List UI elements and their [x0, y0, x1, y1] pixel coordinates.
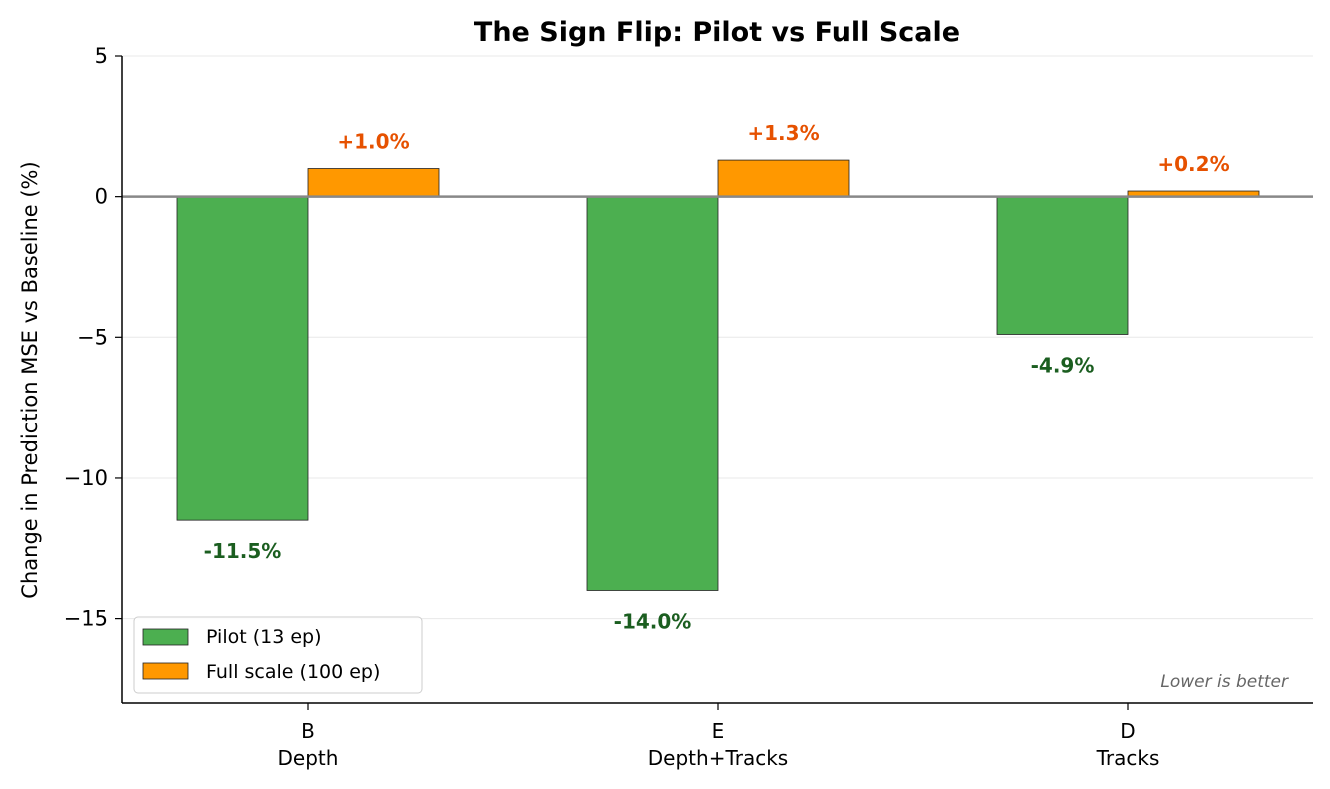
- legend-label-pilot: Pilot (13 ep): [206, 626, 322, 648]
- bar-pilot-b: [176, 196, 309, 521]
- x-tick-label-code-b: B: [301, 719, 315, 743]
- y-axis-label: Change in Prediction MSE vs Baseline (%): [18, 161, 42, 598]
- x-tick-label-code-e: E: [712, 719, 725, 743]
- y-tick-label-3: −10: [64, 466, 108, 490]
- x-tick-label-name-d: Tracks: [1096, 746, 1160, 770]
- y-ticks: 5 0 −5 −10 −15: [64, 44, 122, 631]
- data-label-full-scale-d: +0.2%: [1157, 152, 1229, 176]
- bar-pilot-d: [996, 196, 1129, 335]
- data-label-pilot-e: -14.0%: [614, 609, 692, 633]
- x-ticks: B Depth E Depth+Tracks D Tracks: [278, 703, 1160, 770]
- bar-pilot-e: [586, 196, 719, 591]
- legend: Pilot (13 ep) Full scale (100 ep): [133, 616, 423, 694]
- bar-full-scale-b: [307, 168, 440, 198]
- bar-full-scale-e: [717, 159, 850, 198]
- y-tick-label-1: 0: [95, 185, 108, 209]
- data-labels: -11.5% -14.0% -4.9% +1.0% +1.3% +0.2%: [204, 121, 1230, 633]
- y-tick-label-0: 5: [95, 44, 108, 68]
- bars: [176, 159, 1260, 591]
- legend-label-full-scale: Full scale (100 ep): [206, 661, 380, 683]
- x-tick-label-code-d: D: [1120, 719, 1135, 743]
- legend-swatch-pilot: [142, 628, 189, 646]
- data-label-full-scale-e: +1.3%: [747, 121, 819, 145]
- y-tick-label-4: −15: [64, 607, 108, 631]
- chart-title: The Sign Flip: Pilot vs Full Scale: [474, 17, 960, 48]
- annotation-lower-is-better: Lower is better: [1160, 672, 1289, 692]
- y-tick-label-2: −5: [77, 325, 108, 349]
- x-tick-label-name-e: Depth+Tracks: [648, 746, 788, 770]
- data-label-pilot-d: -4.9%: [1031, 353, 1095, 377]
- data-label-pilot-b: -11.5%: [204, 539, 282, 563]
- x-tick-label-name-b: Depth: [278, 746, 339, 770]
- data-label-full-scale-b: +1.0%: [337, 130, 409, 154]
- legend-box: [133, 616, 423, 694]
- legend-swatch-full-scale: [142, 662, 189, 680]
